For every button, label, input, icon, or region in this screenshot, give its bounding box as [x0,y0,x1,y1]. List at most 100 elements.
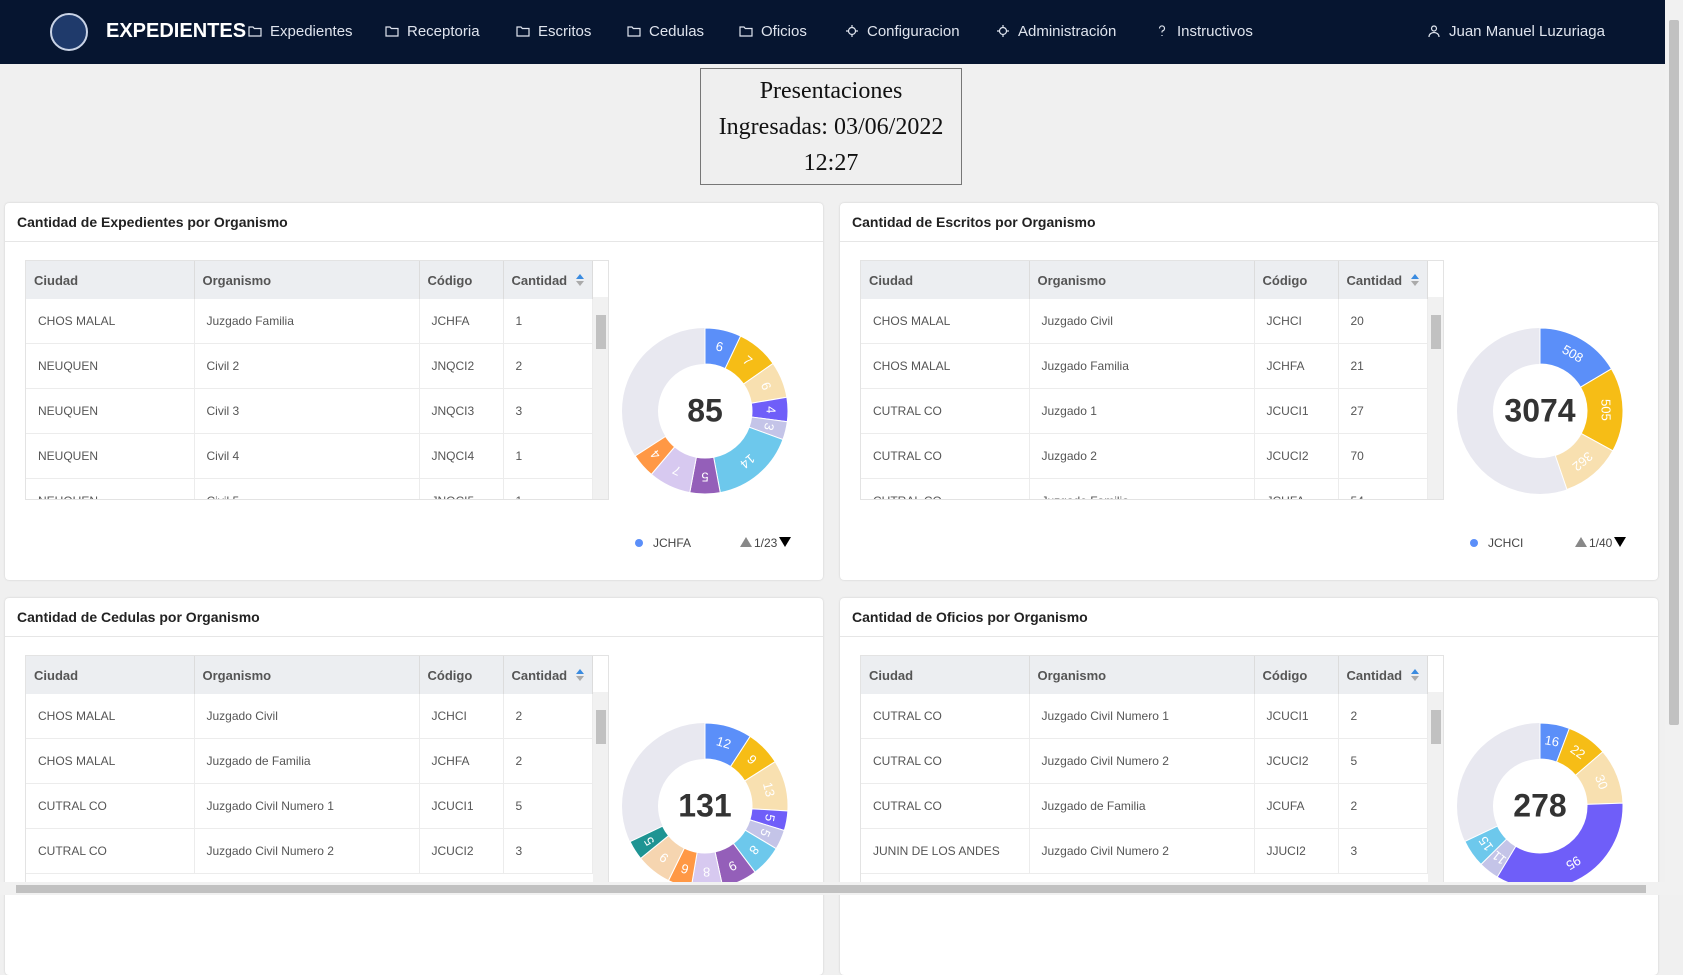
clock-line: Ingresadas: 03/06/2022 [701,109,961,145]
nav-link[interactable]: Configuracion [845,23,960,40]
nav-link[interactable]: Oficios [739,23,807,40]
nav-link[interactable]: Cedulas [627,23,704,40]
column-header[interactable]: Organismo [194,261,419,299]
header-label: Cantidad [512,668,568,683]
icon-path [846,25,858,37]
segment-label: 505 [1598,399,1613,421]
table-cell: JCUCI2 [1254,739,1338,784]
column-header[interactable]: Cantidad [503,261,592,299]
column-header[interactable]: Código [419,261,503,299]
nav-link[interactable]: Escritos [516,23,591,40]
pager-prev[interactable] [1575,537,1587,547]
icon [845,24,859,38]
column-header[interactable]: Código [1254,261,1338,299]
scroll-thumb[interactable] [1431,315,1441,349]
header-label: Código [428,668,473,683]
scroll-thumb[interactable] [16,885,1646,893]
icon [1427,24,1441,38]
table-cell: 2 [1338,694,1427,739]
card: Cantidad de Cedulas por Organismo Ciudad O… [5,598,823,975]
brand[interactable]: EXPEDIENTES [106,20,246,43]
table-scrollbar[interactable] [593,297,608,499]
nav-link[interactable]: Instructivos [1155,23,1253,40]
table-cell: NEUQUEN [26,479,194,501]
pager-prev[interactable] [740,537,752,547]
card-title: Cantidad de Cedulas por Organismo [5,598,823,637]
icon-path [997,25,1009,37]
card-title: Cantidad de Expedientes por Organismo [5,203,823,242]
donut-total: 131 [678,787,731,823]
column-header[interactable]: Organismo [194,656,419,694]
user-menu[interactable]: Juan Manuel Luzuriaga [1427,23,1605,40]
column-header[interactable]: Ciudad [861,261,1029,299]
column-header[interactable]: Código [1254,656,1338,694]
table-cell: 2 [503,739,592,784]
donut-total: 85 [687,392,723,428]
column-header[interactable]: Ciudad [26,656,194,694]
table-cell: 3 [1338,829,1427,874]
table-cell: CUTRAL CO [861,389,1029,434]
legend-pager: 1/40 [1575,536,1626,550]
header-label: Ciudad [869,273,913,288]
column-header[interactable]: Cantidad [503,656,592,694]
nav-label: Configuracion [867,23,960,40]
sort-icon [1410,274,1420,286]
table-cell: CHOS MALAL [861,299,1029,344]
sort-up [576,669,584,674]
table-scrollbar[interactable] [1428,692,1443,894]
scroll-thumb[interactable] [1669,20,1679,725]
sort-down [576,281,584,286]
column-header[interactable]: Cantidad [1338,656,1427,694]
vertical-scrollbar[interactable] [1665,0,1683,882]
nav-link[interactable]: Receptoria [385,23,480,40]
pager-next[interactable] [779,537,791,547]
body: EXPEDIENTES Expedientes Receptoria Escrito… [0,0,1683,895]
column-header[interactable]: Código [419,656,503,694]
column-header[interactable]: Cantidad [1338,261,1427,299]
column-header[interactable]: Ciudad [26,261,194,299]
sort-down [576,676,584,681]
legend-item[interactable]: JCHCI [1470,536,1523,550]
horizontal-scrollbar[interactable] [0,882,1683,895]
column-header[interactable]: Ciudad [861,656,1029,694]
table-scrollbar[interactable] [593,692,608,894]
table-scrollbar[interactable] [1428,297,1443,499]
header-label: Organismo [203,273,272,288]
scroll-thumb[interactable] [596,710,606,744]
header-label: Ciudad [34,668,78,683]
nav-link[interactable]: Administración [996,23,1116,40]
column-header[interactable]: Organismo [1029,656,1254,694]
pager-next[interactable] [1614,537,1626,547]
table-cell: CUTRAL CO [861,784,1029,829]
logo[interactable] [50,13,88,51]
nav-link[interactable]: Expedientes [248,23,353,40]
legend-item[interactable]: JCHFA [635,536,691,550]
scroll-thumb[interactable] [1431,710,1441,744]
table-cell: 3 [503,829,592,874]
sort-up [576,274,584,279]
scroll-thumb[interactable] [596,315,606,349]
column-header[interactable]: Organismo [1029,261,1254,299]
